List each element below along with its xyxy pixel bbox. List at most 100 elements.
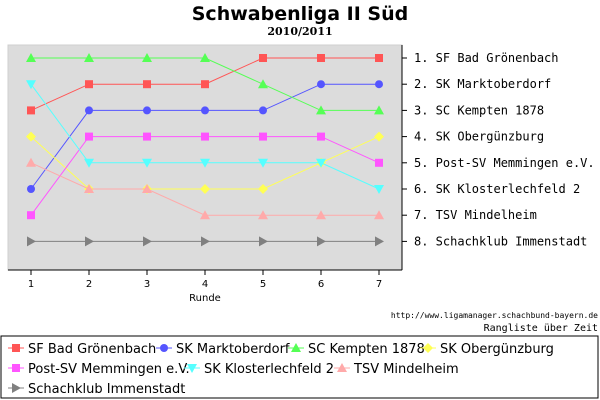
legend-item: SK Marktoberdorf (156, 342, 290, 357)
data-point (375, 158, 383, 167)
legend-item: Post-SV Memmingen e.V. (8, 362, 190, 377)
data-point (85, 106, 93, 115)
x-tick-label: 2 (86, 279, 92, 290)
footer-url: http://www.ligamanager.schachbund-bayern… (391, 311, 598, 320)
data-point (200, 210, 210, 220)
data-point (143, 132, 151, 141)
data-point (316, 158, 326, 168)
rank-label: 2. SK Marktoberdorf (414, 77, 551, 91)
legend-item: SC Kempten 1878 (288, 342, 425, 357)
data-point (374, 185, 384, 194)
data-point (84, 184, 94, 193)
y-ticks: 1. SF Bad Grönenbach 2. SK Marktoberdorf 3… (402, 51, 595, 248)
x-tick-label: 4 (202, 279, 208, 290)
rank-label: 3. SC Kempten 1878 (414, 103, 544, 117)
data-point (316, 105, 326, 115)
legend-marker (423, 343, 433, 353)
legend-item: SK Obergünzburg (420, 342, 554, 357)
legend-label: SF Bad Grönenbach (28, 342, 156, 357)
legend-marker (337, 363, 347, 372)
data-point (26, 80, 36, 90)
data-point (26, 157, 36, 167)
data-point (85, 236, 94, 247)
data-point (84, 158, 94, 168)
x-tick-label: 5 (260, 279, 266, 290)
data-point (84, 53, 94, 62)
legend-label: Post-SV Memmingen e.V. (28, 362, 190, 377)
plot-area (7, 44, 403, 271)
data-point (258, 79, 268, 89)
legend-marker (12, 364, 20, 372)
data-point (317, 132, 325, 141)
data-point (317, 236, 326, 247)
legend-label: TSV Mindelheim (353, 362, 459, 377)
legend-items: SF Bad Grönenbach SK Marktoberdorf SC Kemp… (8, 342, 554, 397)
data-point (258, 158, 268, 168)
data-point (258, 210, 268, 220)
data-point (85, 132, 93, 141)
data-point (200, 184, 210, 194)
data-point (259, 106, 267, 115)
data-point (259, 54, 267, 62)
series-6 (26, 80, 384, 194)
chart-subtitle: 2010/2011 (267, 25, 332, 38)
data-point (375, 236, 384, 247)
x-tick-label: 3 (144, 279, 150, 290)
legend-label: SK Marktoberdorf (176, 342, 290, 357)
legend-label: SK Obergünzburg (440, 342, 554, 357)
footer-caption: Rangliste über Zeit (484, 323, 598, 334)
legend-marker (291, 343, 301, 352)
legend-item: Schachklub Immenstadt (8, 382, 185, 397)
data-point (26, 131, 36, 142)
x-axis-label: Runde (189, 293, 221, 304)
series-8 (27, 236, 384, 247)
legend-label: Schachklub Immenstadt (28, 382, 185, 397)
data-point (259, 132, 267, 141)
rank-label: 7. TSV Mindelheim (414, 208, 537, 222)
data-point (27, 106, 35, 115)
series-layer (26, 53, 384, 247)
data-point (317, 54, 325, 62)
legend (0, 335, 599, 399)
data-point (143, 236, 152, 247)
data-point (258, 184, 268, 194)
data-point (142, 184, 152, 193)
legend-marker (12, 344, 20, 352)
data-point (27, 211, 35, 220)
data-point (200, 53, 210, 62)
data-point (143, 106, 151, 115)
data-point (375, 54, 383, 62)
data-point (200, 158, 210, 168)
legend-label: SC Kempten 1878 (308, 342, 425, 357)
rank-label: 4. SK Obergünzburg (414, 130, 544, 144)
data-point (317, 80, 325, 89)
legend-marker (187, 364, 197, 373)
data-point (201, 106, 209, 115)
data-point (142, 158, 152, 168)
series-1 (27, 54, 383, 115)
data-point (259, 236, 268, 247)
data-point (85, 80, 93, 89)
legend-item: SF Bad Grönenbach (8, 342, 156, 357)
rank-label: 1. SF Bad Grönenbach (414, 51, 559, 65)
rank-label: 6. SK Klosterlechfeld 2 (414, 182, 580, 196)
chart-title: Schwabenliga II Süd (192, 3, 409, 25)
data-point (375, 80, 383, 89)
series-3 (26, 53, 384, 115)
rank-label: 8. Schachklub Immenstadt (414, 234, 587, 248)
data-point (201, 132, 209, 141)
data-point (142, 53, 152, 62)
series-2 (27, 80, 383, 193)
data-point (143, 80, 151, 89)
data-point (374, 210, 384, 220)
data-point (374, 131, 384, 142)
legend-item: TSV Mindelheim (334, 362, 459, 377)
data-point (201, 80, 209, 89)
x-tick-label: 1 (28, 279, 34, 290)
legend-marker (12, 383, 21, 393)
data-point (26, 53, 36, 62)
data-point (27, 236, 36, 247)
legend-label: SK Klosterlechfeld 2 (204, 362, 334, 377)
data-point (374, 105, 384, 115)
